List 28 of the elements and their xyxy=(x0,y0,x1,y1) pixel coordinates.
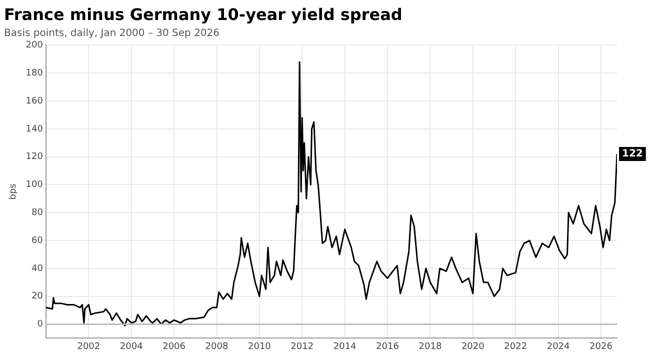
y-tick-label: 140 xyxy=(26,124,44,134)
annotation: 122 xyxy=(622,148,643,160)
x-tick-label: 2024 xyxy=(546,342,570,352)
y-tick-label: 20 xyxy=(32,292,44,302)
x-tick-label: 2004 xyxy=(120,342,144,352)
x-tick-label: 2018 xyxy=(418,342,442,352)
x-tick-label: 2020 xyxy=(461,342,485,352)
y-axis-title: bps xyxy=(8,183,19,200)
x-tick-label: 2022 xyxy=(504,342,528,352)
y-tick-label: 180 xyxy=(26,68,44,78)
chart-title: France minus Germany 10-year yield spread xyxy=(4,4,402,24)
x-tick-label: 2026 xyxy=(590,342,613,352)
y-tick-label: 40 xyxy=(32,264,44,274)
y-tick-label: 80 xyxy=(32,208,44,218)
x-tick-label: 2014 xyxy=(333,342,357,352)
x-tick-label: 2016 xyxy=(376,342,400,352)
chart-subtitle: Basis points, daily, Jan 2000 – 30 Sep 2026 xyxy=(4,28,220,39)
x-tick-label: 2006 xyxy=(162,342,186,352)
x-tick-label: 2002 xyxy=(77,342,100,352)
y-tick-label: 120 xyxy=(26,152,44,162)
y-tick-label: 0 xyxy=(37,320,44,330)
y-tick-label: 200 xyxy=(26,40,44,51)
y-tick-label: 160 xyxy=(26,96,44,106)
y-tick-label: 100 xyxy=(26,180,44,190)
x-tick-label: 2010 xyxy=(248,342,272,352)
y-tick-label: 60 xyxy=(32,236,44,246)
x-tick-label: 2012 xyxy=(290,342,314,352)
x-tick-label: 2008 xyxy=(205,342,228,352)
